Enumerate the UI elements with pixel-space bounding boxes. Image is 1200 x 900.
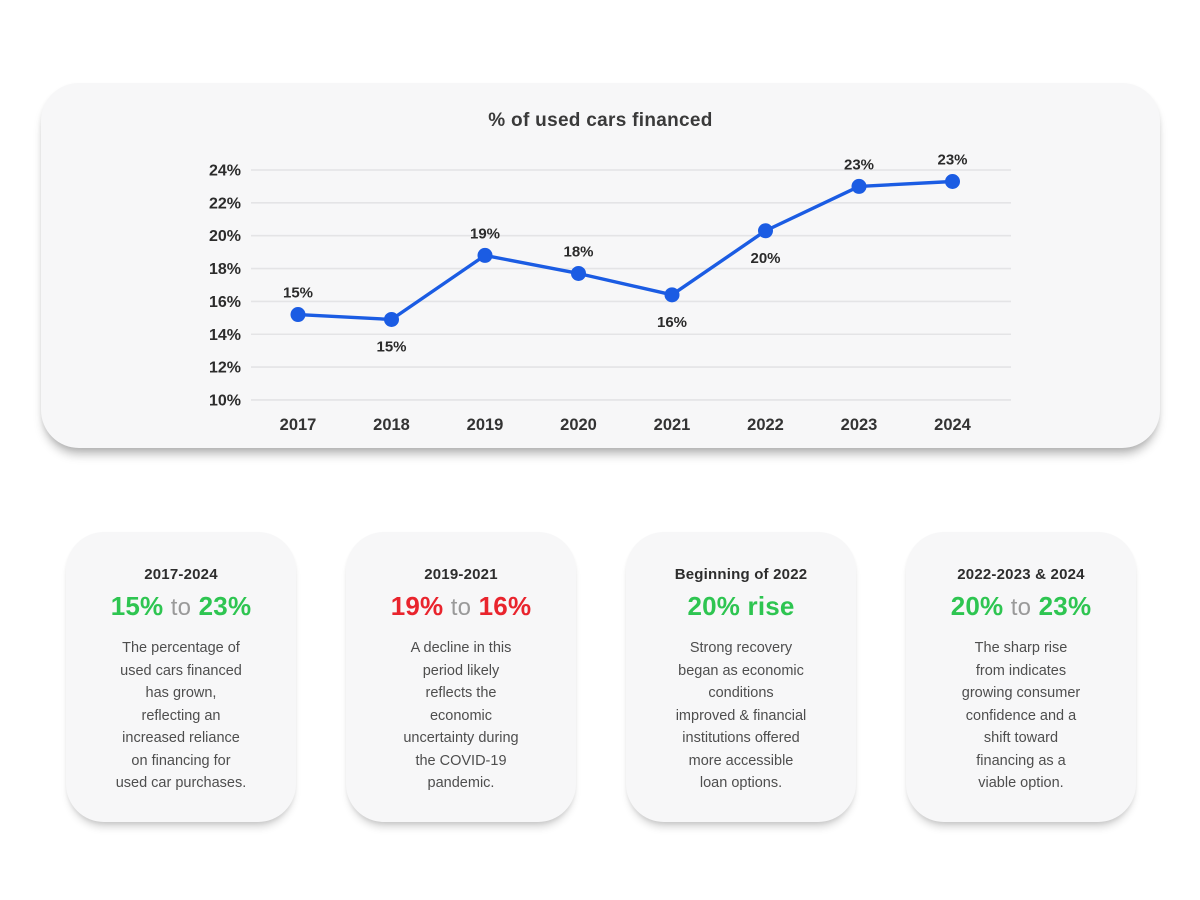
y-axis-tick-label: 10% xyxy=(209,392,241,409)
insight-card: Beginning of 2022 20% rise Strong recove… xyxy=(626,532,856,822)
card-range-from: 15% xyxy=(110,591,164,621)
data-point-label: 18% xyxy=(563,243,593,260)
trend-line xyxy=(296,179,955,322)
insight-card: 2022-2023 & 2024 20% to 23% The sharp ri… xyxy=(906,532,1136,822)
card-range-from: 20% rise xyxy=(687,591,795,621)
insight-cards-row: 2017-2024 15% to 23% The percentage of u… xyxy=(66,532,1136,822)
y-axis-tick-label: 24% xyxy=(209,163,241,180)
card-body: A decline in this period likely reflects… xyxy=(403,640,519,791)
y-axis-tick-label: 22% xyxy=(209,195,241,212)
card-range-connector: to xyxy=(450,594,472,621)
chart-card: % of used cars financed 24% 22% 20% 18% 16% 1… xyxy=(41,83,1160,448)
y-axis-tick-label: 18% xyxy=(209,261,241,278)
data-point xyxy=(571,265,586,281)
y-axis-tick-label: 20% xyxy=(209,228,241,245)
card-period: Beginning of 2022 xyxy=(674,566,808,583)
data-point-label: 23% xyxy=(937,151,967,168)
x-axis-tick-label: 2020 xyxy=(560,416,597,434)
card-body: Strong recovery began as economic condit… xyxy=(675,640,807,791)
data-point xyxy=(664,287,680,303)
insight-card: 2019-2021 19% to 16% A decline in this p… xyxy=(346,532,576,822)
data-point xyxy=(945,173,960,189)
card-range-connector: to xyxy=(170,594,192,621)
card-range-from: 19% xyxy=(390,591,444,621)
x-axis-tick-label: 2021 xyxy=(654,416,691,434)
data-point xyxy=(384,311,399,327)
data-point xyxy=(758,223,773,239)
x-axis-tick-label: 2022 xyxy=(747,416,784,434)
data-point-label: 20% xyxy=(750,250,780,267)
card-range-from: 20% xyxy=(950,591,1004,621)
chart-title: % of used cars financed xyxy=(488,110,713,131)
insight-card: 2017-2024 15% to 23% The percentage of u… xyxy=(66,532,296,822)
x-axis-tick-label: 2024 xyxy=(934,416,972,434)
data-point-label: 16% xyxy=(657,314,687,331)
card-period: 2017-2024 xyxy=(144,566,218,583)
card-body: The percentage of used cars financed has… xyxy=(115,640,247,791)
x-axis-tick-label: 2018 xyxy=(373,416,410,434)
card-range: 19% to 16% xyxy=(362,590,560,624)
card-period: 2019-2021 xyxy=(424,566,498,583)
line-chart: 24% 22% 20% 18% 16% 14% 12% 10% 2017 2018 2019 2020… xyxy=(209,151,1011,434)
x-axis-tick-label: 2017 xyxy=(280,416,317,434)
card-range-to: 16% xyxy=(478,591,532,621)
x-axis-tick-label: 2019 xyxy=(467,416,504,434)
y-axis-tick-label: 12% xyxy=(209,360,241,377)
data-point-label: 19% xyxy=(470,225,500,242)
x-axis-tick-label: 2023 xyxy=(841,416,878,434)
data-point-label: 23% xyxy=(844,156,874,173)
card-range-connector: to xyxy=(1010,594,1032,621)
data-point xyxy=(477,247,493,263)
card-range-to: 23% xyxy=(1038,591,1092,621)
data-point-label: 15% xyxy=(376,338,406,355)
card-range: 20% to 23% xyxy=(922,590,1120,624)
card-range-to: 23% xyxy=(198,591,252,621)
card-body: The sharp rise from indicates growing co… xyxy=(961,640,1081,791)
data-point xyxy=(851,178,867,194)
y-axis-tick-label: 14% xyxy=(209,327,241,344)
data-point-label: 15% xyxy=(283,285,313,302)
data-point xyxy=(290,307,306,323)
card-period: 2022-2023 & 2024 xyxy=(957,566,1085,583)
card-range: 20% rise xyxy=(642,590,840,624)
card-range: 15% to 23% xyxy=(82,590,280,624)
y-axis-tick-label: 16% xyxy=(209,294,241,311)
